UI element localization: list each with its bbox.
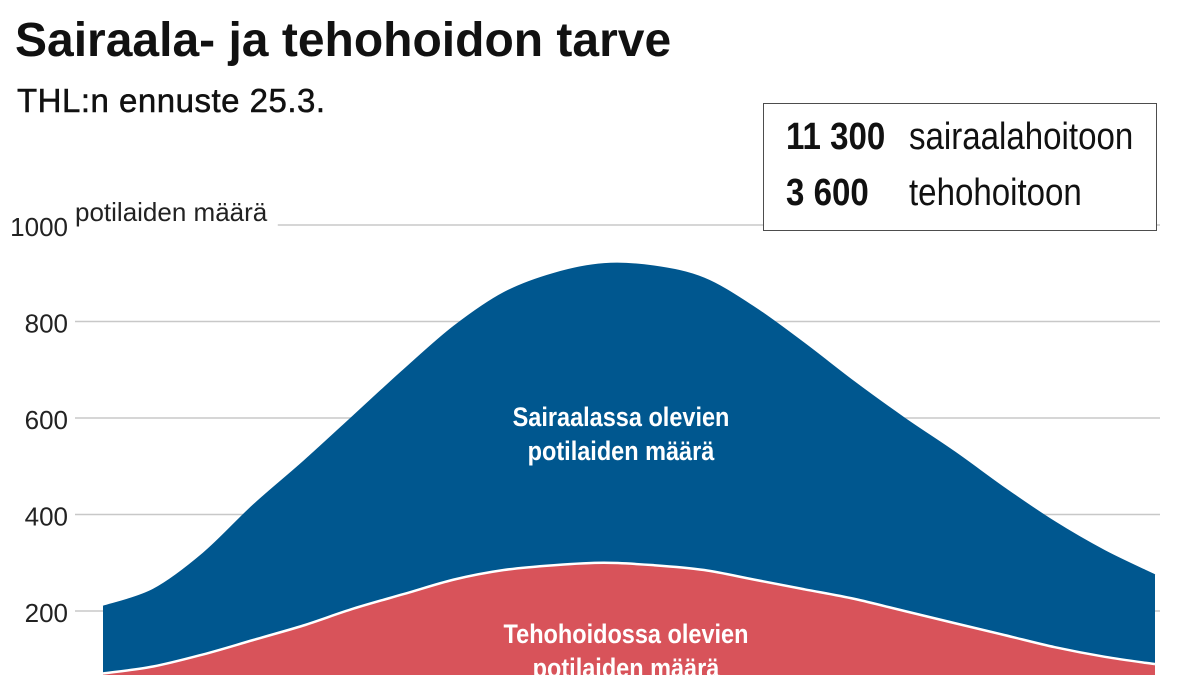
summary-value: 11 300 [786,116,886,158]
hospital-patients-area [103,263,1155,675]
hospital-series-label-line-1: Sairaalassa olevien [512,402,730,432]
summary-label: sairaalahoitoon [909,116,1134,158]
y-tick-label: 1000 [10,212,68,242]
hospital-series-label-line-2: potilaiden määrä [527,436,715,466]
y-tick-label: 800 [25,309,68,339]
summary-label: tehohoitoon [909,172,1082,214]
hospital-patients-line [102,262,1156,607]
y-tick-label: 200 [25,598,68,628]
summary-row-hospital: 11 300 sairaalahoitoon [764,118,1156,156]
chart-title: Sairaala- ja tehohoidon tarve [15,14,672,67]
icu-series-label-line-2: potilaiden määrä [532,653,720,675]
summary-box: 11 300 sairaalahoitoon 3 600 tehohoitoon [763,103,1157,231]
series-areas [102,262,1156,675]
chart-subtitle: THL:n ennuste 25.3. [17,82,326,119]
y-tick-label: 400 [25,502,68,532]
summary-row-icu: 3 600 tehohoitoon [764,174,1156,212]
summary-value: 3 600 [786,172,869,214]
y-axis-label: potilaiden määrä [75,197,268,227]
icu-series-label-line-1: Tehohoidossa olevien [503,619,749,649]
icu-patients-area [103,562,1155,675]
y-axis-ticks: 200 400 600 800 1000 [10,212,68,628]
icu-patients-line [102,561,1156,675]
y-tick-label: 600 [25,405,68,435]
